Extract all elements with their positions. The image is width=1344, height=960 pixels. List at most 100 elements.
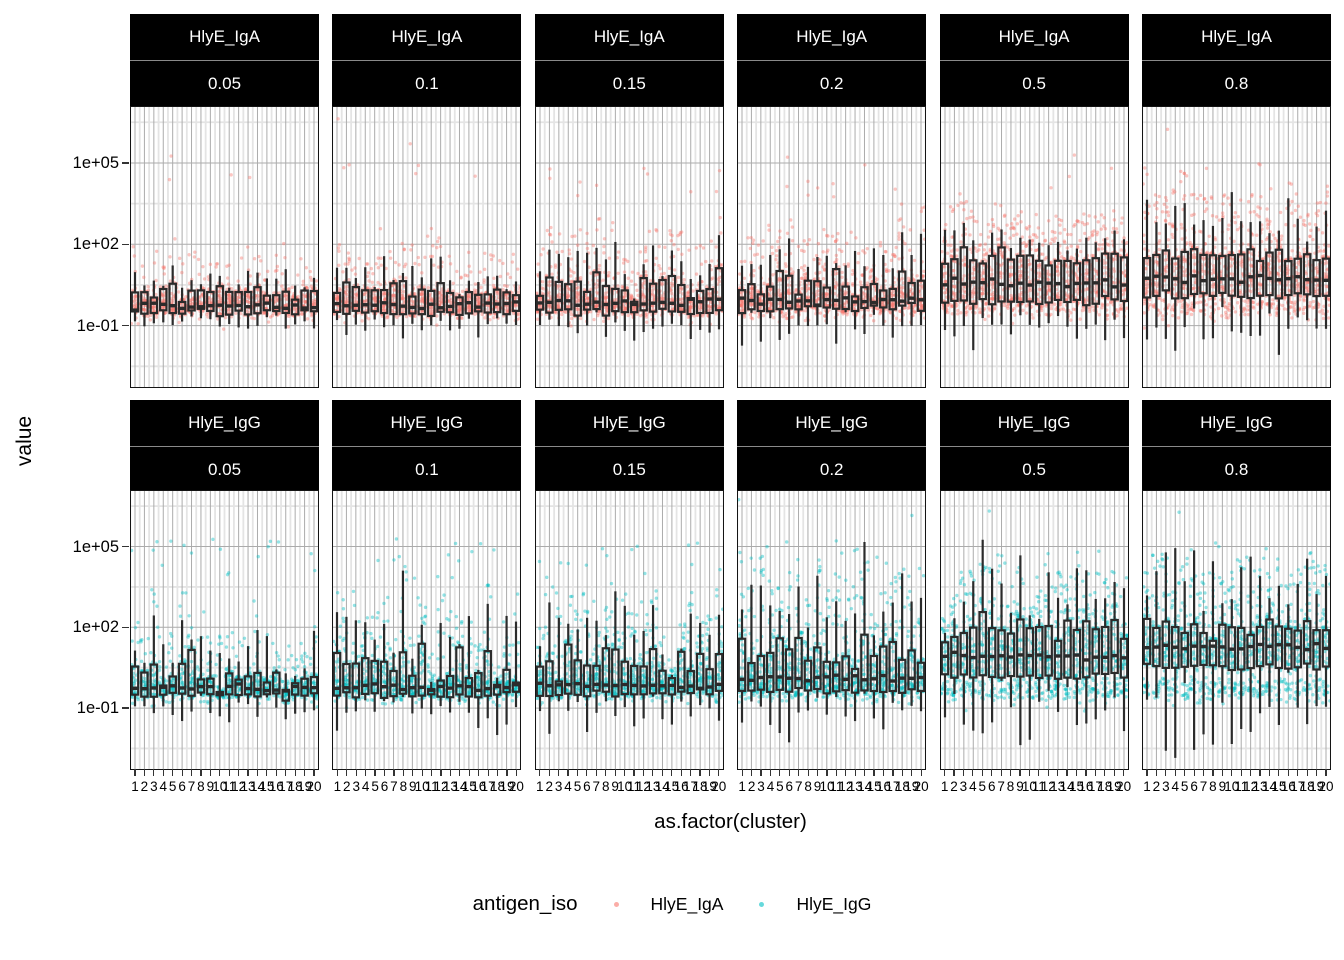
x-tick-label: 11	[424, 778, 439, 794]
x-tick-mark	[459, 768, 461, 776]
x-tick-label: 7	[997, 778, 1005, 794]
x-tick-label: 3	[352, 778, 360, 794]
x-tick-mark	[383, 768, 386, 776]
x-tick-label: 19	[1309, 778, 1325, 794]
x-tick-label: 13	[645, 778, 661, 794]
x-tick-mark	[671, 768, 673, 776]
x-tick-mark	[652, 768, 654, 776]
x-tick-mark	[1057, 768, 1059, 776]
x-tick-mark	[275, 768, 277, 776]
x-tick-label: 10	[414, 778, 430, 794]
strip-antigen-label: HlyE_IgA	[1201, 27, 1272, 46]
x-tick-label: 11	[829, 778, 844, 794]
x-tick-label: 4	[969, 778, 977, 794]
x-tick-mark	[374, 768, 376, 776]
x-tick-label: 18	[1299, 778, 1315, 794]
strip-antigen-label: HlyE_IgG	[997, 413, 1071, 432]
x-tick-mark	[478, 768, 480, 776]
x-tick-label: 9	[206, 778, 215, 794]
x-tick-label: 11	[1031, 778, 1046, 794]
y-tick-mark	[122, 324, 129, 327]
x-tick-label: 12	[231, 778, 247, 794]
x-tick-mark	[944, 768, 946, 776]
x-tick-label: 1	[738, 778, 746, 794]
x-tick-label: 1	[536, 778, 544, 794]
facet-strip: HlyE_IgG 0.05	[130, 400, 319, 492]
facet-strip: HlyE_IgG 0.15	[534, 400, 724, 492]
x-tick-label: 6	[785, 778, 794, 794]
x-tick-label: 1	[333, 778, 342, 794]
x-tick-label: 15	[1271, 778, 1287, 794]
x-tick-label: 5	[573, 778, 582, 794]
x-tick-mark	[1184, 768, 1186, 776]
x-tick-label: 12	[433, 778, 449, 794]
x-tick-mark	[506, 768, 508, 776]
x-tick-mark	[661, 768, 663, 776]
x-tick-label: 14	[1059, 778, 1075, 794]
x-tick-mark	[449, 768, 452, 776]
x-tick-mark	[346, 768, 348, 776]
x-tick-mark	[953, 768, 955, 776]
x-tick-label: 16	[268, 778, 284, 794]
x-tick-label: 20	[1116, 778, 1132, 794]
x-tick-mark	[1297, 768, 1299, 776]
strip-value-label: 0.2	[819, 73, 844, 93]
strip-separator	[1142, 445, 1331, 447]
x-tick-mark	[873, 768, 875, 776]
x-tick-mark	[162, 768, 164, 776]
x-tick-mark	[219, 768, 221, 776]
x-tick-label: 12	[1243, 778, 1259, 794]
x-tick-label: 20	[711, 778, 727, 794]
x-tick-mark	[1240, 768, 1242, 776]
x-tick-label: 6	[178, 778, 186, 794]
x-tick-mark	[779, 768, 781, 776]
x-tick-mark	[266, 768, 268, 776]
x-tick-mark	[1146, 768, 1148, 776]
y-tick-label: 1e+02	[72, 618, 119, 637]
y-tick-label: 1e+02	[72, 235, 119, 254]
x-tick-mark	[769, 768, 772, 776]
x-tick-mark	[864, 768, 866, 776]
x-tick-mark	[1123, 768, 1125, 776]
x-tick-mark	[294, 768, 296, 776]
x-tick-mark	[256, 768, 259, 776]
legend-point-hlye-iga-icon	[613, 901, 619, 907]
x-tick-label: 9	[1016, 778, 1024, 794]
x-tick-label: 9	[409, 778, 417, 794]
x-tick-mark	[421, 768, 423, 776]
x-tick-label: 8	[1209, 778, 1217, 794]
x-tick-mark	[614, 768, 616, 776]
x-tick-mark	[487, 768, 489, 776]
x-tick-mark	[1104, 768, 1106, 776]
strip-value-label: 0.1	[415, 459, 439, 479]
y-tick-label: 1e-01	[76, 316, 119, 335]
x-tick-label: 4	[766, 778, 775, 794]
x-tick-label: 17	[1087, 778, 1103, 794]
x-tick-mark	[1193, 768, 1195, 776]
x-tick-mark	[901, 768, 903, 776]
strip-value-label: 0.05	[207, 459, 242, 479]
x-tick-label: 4	[1171, 778, 1179, 794]
strip-value-label: 0.5	[1022, 459, 1046, 479]
legend-title: antigen_iso	[472, 892, 578, 915]
x-tick-mark	[1306, 768, 1308, 776]
x-tick-mark	[807, 768, 809, 776]
x-tick-label: 19	[904, 778, 920, 794]
x-tick-mark	[991, 768, 993, 776]
x-tick-mark	[1085, 768, 1087, 776]
x-tick-mark	[209, 768, 211, 776]
facet-strip: HlyE_IgG 0.1	[332, 400, 522, 492]
strip-antigen-label: HlyE_IgA	[593, 27, 665, 46]
y-axis-title: value	[13, 415, 36, 467]
x-tick-mark	[285, 768, 287, 776]
y-tick-mark	[122, 162, 129, 164]
x-tick-label: 15	[866, 778, 882, 794]
x-tick-mark	[1075, 768, 1078, 776]
x-tick-label: 13	[1050, 778, 1066, 794]
x-tick-label: 1	[940, 778, 949, 794]
x-tick-mark	[595, 768, 597, 776]
x-tick-label: 20	[1318, 778, 1334, 794]
x-tick-label: 14	[452, 778, 468, 794]
x-tick-mark	[567, 768, 569, 776]
